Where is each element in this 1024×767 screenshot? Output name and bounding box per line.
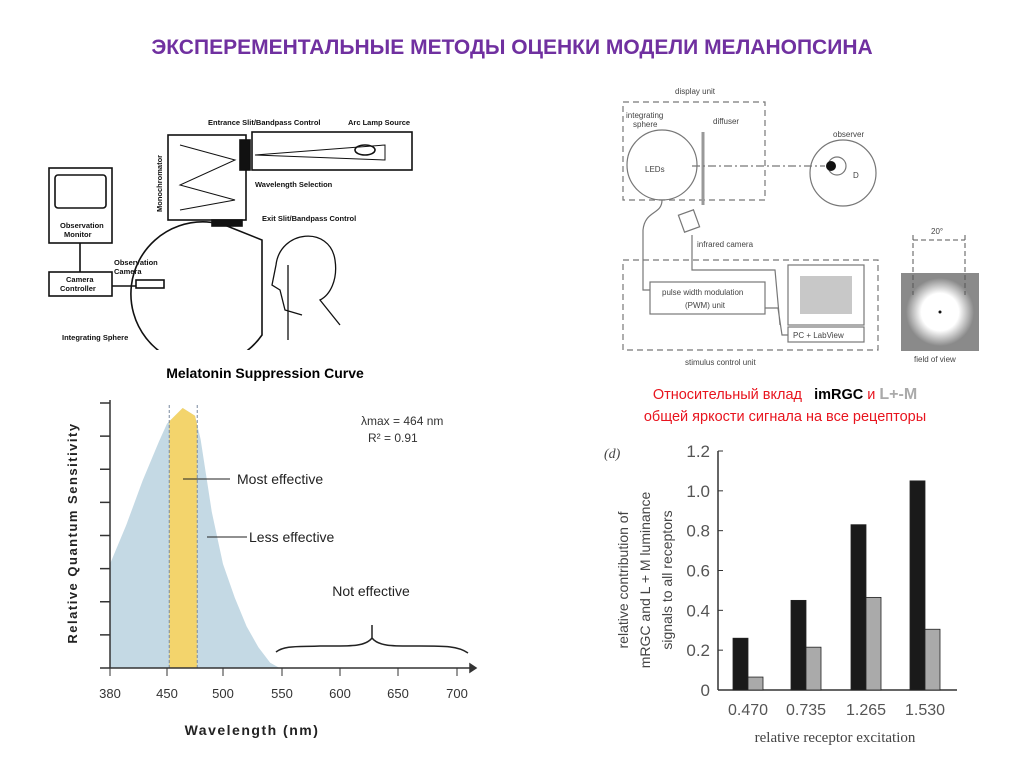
arc-lamp-box [251, 131, 413, 171]
label-pwm-2: (PWM) unit [685, 301, 726, 310]
bar-l-m [924, 628, 941, 691]
melatonin-chart: Melatonin Suppression Curve 380 450 500 550… [65, 365, 478, 738]
monochromator-box [167, 134, 247, 221]
most-effective-label: Most effective [237, 471, 323, 487]
y-tick-label: 1.2 [686, 442, 710, 461]
less-effective-label: Less effective [249, 529, 335, 545]
slide-title: ЭКСПЕРЕМЕНТАЛЬНЫЕ МЕТОДЫ ОЦЕНКИ МОДЕЛИ М… [151, 36, 873, 59]
integrating-sphere [130, 221, 263, 350]
label-controller: Camera [66, 275, 94, 284]
lambda-max-annotation: λmax = 464 nm [361, 414, 443, 428]
label-monitor-2: Monitor [64, 230, 92, 239]
caption-text: Относительный вклад [652, 387, 802, 403]
label-sphere: sphere [633, 120, 658, 129]
not-effective-brace [275, 625, 469, 654]
bar-l-m [747, 676, 764, 691]
bar-l-m [865, 596, 882, 691]
label-integrating-sphere: Integrating Sphere [62, 333, 128, 342]
pc-screen [800, 276, 852, 314]
x-axis-arrow-icon [469, 662, 478, 674]
label-observer: observer [833, 130, 864, 139]
camera-controller [48, 271, 113, 297]
caption-line-2: общей яркости сигнала на все рецепторы [643, 409, 927, 425]
label-field-of-view: field of view [914, 355, 956, 364]
r-squared-annotation: R² = 0.91 [368, 431, 418, 445]
panel-label: (d) [604, 447, 621, 462]
label-camera: Observation [114, 258, 158, 267]
label-angle: 20° [931, 227, 943, 236]
chart-title: Melatonin Suppression Curve [166, 365, 364, 381]
label-arc-lamp: Arc Lamp Source [348, 118, 410, 127]
caption-and: и [867, 387, 876, 403]
pc-monitor [787, 264, 865, 326]
stimulus-control-box [622, 259, 879, 351]
bar-l-m [805, 646, 822, 691]
x-tick-label: 380 [99, 686, 121, 701]
infrared-camera [677, 209, 701, 233]
contribution-bar-chart: (d) relative contribution of mRGC and L +… [604, 442, 957, 746]
y-tick-label: 0.8 [686, 522, 710, 541]
x-tick-label: 0.735 [786, 702, 826, 719]
label-controller-2: Controller [60, 284, 96, 293]
label-pc: PC + LabView [793, 331, 844, 340]
chart-caption: Относительный вклад imRGC и L+-M общей я… [600, 384, 970, 428]
caption-imrgc: imRGC [814, 387, 864, 403]
x-tick-label: 1.265 [846, 702, 886, 719]
label-exit-slit: Exit Slit/Bandpass Control [262, 214, 356, 223]
x-axis-label: relative receptor excitation [755, 730, 916, 746]
label-wavelength-selection: Wavelength Selection [255, 180, 333, 189]
label-stimulus-unit: stimulus control unit [685, 358, 756, 367]
y-tick-label: 0.4 [686, 601, 710, 620]
x-tick-label: 650 [387, 686, 409, 701]
label-integrating: integrating [626, 111, 663, 120]
led-setup-diagram: display unit integrating sphere diffuser… [622, 87, 979, 367]
not-effective-label: Not effective [332, 583, 410, 599]
label-d: D [853, 171, 859, 180]
label-pwm: pulse width modulation [662, 288, 743, 297]
label-infrared-camera: infrared camera [697, 240, 754, 249]
bar-mrgc [732, 637, 749, 691]
label-entrance-slit: Entrance Slit/Bandpass Control [208, 118, 321, 127]
display-unit-box [622, 101, 766, 201]
label-monochromator: Monochromator [155, 155, 164, 212]
label-diffuser: diffuser [713, 117, 739, 126]
bar-mrgc [850, 524, 867, 691]
x-tick-label: 500 [212, 686, 234, 701]
x-tick-label: 450 [156, 686, 178, 701]
y-axis-label: signals to all receptors [659, 510, 675, 649]
most-effective-band [169, 408, 198, 668]
label-display-unit: display unit [675, 87, 716, 96]
x-tick-label: 600 [329, 686, 351, 701]
y-tick-label: 1.0 [686, 482, 710, 501]
label-leds: LEDs [645, 165, 665, 174]
bar-mrgc [909, 480, 926, 691]
pwm-unit [649, 281, 766, 315]
y-axis-label: relative contribution of [615, 511, 631, 648]
bar-mrgc [790, 599, 807, 691]
x-tick-label: 0.470 [728, 702, 768, 719]
x-axis-label: Wavelength (nm) [185, 722, 320, 738]
x-tick-label: 1.530 [905, 702, 945, 719]
caption-lm: L+-M [879, 386, 918, 403]
x-tick-label: 550 [271, 686, 293, 701]
label-camera-2: Camera [114, 267, 142, 276]
y-axis-label: Relative Quantum Sensitivity [65, 422, 80, 643]
y-tick-label: 0.6 [686, 562, 710, 581]
label-monitor: Observation [60, 221, 104, 230]
y-tick-label: 0.2 [686, 641, 710, 660]
x-tick-label: 700 [446, 686, 468, 701]
y-axis-label: mRGC and L + M luminance [637, 492, 653, 669]
observer-head [809, 139, 877, 207]
y-tick-label: 0 [701, 681, 710, 700]
apparatus-diagram: Entrance Slit/Bandpass Control Arc Lamp … [48, 118, 413, 350]
observer-head [271, 235, 341, 340]
